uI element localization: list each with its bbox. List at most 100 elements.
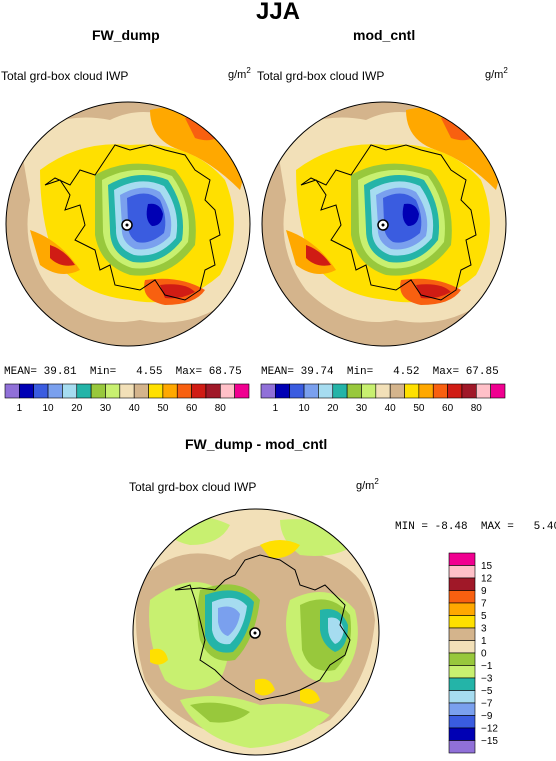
legend-2-swatch xyxy=(404,383,420,399)
panel-1-title: FW_dump xyxy=(92,27,160,43)
legend-2-swatch xyxy=(461,383,477,399)
legend-2-swatch xyxy=(418,383,434,399)
legend-2-swatch xyxy=(275,383,291,399)
legend-1-swatch xyxy=(119,383,135,399)
legend-1-swatch xyxy=(33,383,49,399)
legend-2-swatch xyxy=(375,383,391,399)
legend-3-tick-label: 0 xyxy=(481,649,487,660)
legend-3-swatch xyxy=(448,615,476,629)
legend-2-swatch xyxy=(346,383,362,399)
legend-3-tick-label: −3 xyxy=(481,674,493,685)
panel-3-stats: MIN = -8.48 MAX = 5.40 xyxy=(395,521,556,533)
legend-1-swatch xyxy=(176,383,192,399)
legend-1-swatch xyxy=(76,383,92,399)
panel-2-max-label: Max= xyxy=(432,366,460,378)
panel-3-min-label: MIN = xyxy=(395,521,429,533)
panel-1-min-value: 4.55 xyxy=(136,366,163,378)
panel-2-label: Total grd-box cloud IWP xyxy=(257,69,385,83)
legend-3-tick-label: 1 xyxy=(481,636,487,647)
map-1-coastline xyxy=(44,144,221,301)
map-3 xyxy=(133,509,379,755)
legend-3-tick-label: −5 xyxy=(481,686,493,697)
legend-3-swatch xyxy=(448,702,476,716)
legend-2-tick-label: 1 xyxy=(273,403,279,414)
legend-3-swatch xyxy=(448,690,476,704)
legend-1-tick-label: 20 xyxy=(71,403,83,414)
legend-1-swatch xyxy=(47,383,63,399)
panel-3-label: Total grd-box cloud IWP xyxy=(129,480,257,494)
legend-3: 15 129 75 31 0−1 −3−5 −7−9 −12−15 xyxy=(448,552,498,754)
legend-1-swatch xyxy=(62,383,78,399)
map-3-border xyxy=(132,508,380,756)
legend-1-swatch xyxy=(234,383,250,399)
panel-1-label: Total grd-box cloud IWP xyxy=(1,69,129,83)
legend-2-tick-label: 80 xyxy=(471,403,483,414)
map-1-border xyxy=(5,101,251,347)
legend-3-swatch xyxy=(448,740,476,754)
legend-2-swatch xyxy=(447,383,463,399)
legend-2-swatch xyxy=(318,383,334,399)
legend-3-tick-label: −15 xyxy=(481,736,498,747)
legend-1-tick-label: 80 xyxy=(215,403,227,414)
panel-3-units: g/m2 xyxy=(356,477,379,492)
legend-3-swatch xyxy=(448,727,476,741)
legend-3-swatch xyxy=(448,552,476,566)
legend-2-tick-label: 40 xyxy=(385,403,397,414)
legend-1-tick-label: 30 xyxy=(100,403,112,414)
legend-3-tick-label: −9 xyxy=(481,711,493,722)
legend-1-tick-label: 1 xyxy=(17,403,23,414)
legend-3-swatch xyxy=(448,640,476,654)
map-2-coastline xyxy=(300,144,477,301)
legend-2-swatch xyxy=(332,383,348,399)
legend-3-swatch xyxy=(448,627,476,641)
legend-2-swatch xyxy=(475,383,491,399)
panel-2-mean-value: 39.74 xyxy=(300,366,334,378)
legend-3-swatch xyxy=(448,590,476,604)
legend-3-tick-label: 5 xyxy=(481,611,487,622)
legend-1-swatch xyxy=(90,383,106,399)
legend-1-swatch xyxy=(4,383,20,399)
legend-3-swatch xyxy=(448,665,476,679)
legend-1-tick-label: 10 xyxy=(42,403,54,414)
legend-2-swatch xyxy=(289,383,305,399)
legend-3-swatch xyxy=(448,565,476,579)
legend-3-tick-label: −7 xyxy=(481,699,493,710)
legend-3-tick-label: −12 xyxy=(481,724,498,735)
legend-1-swatch xyxy=(219,383,235,399)
panel-2-units: g/m2 xyxy=(485,66,508,81)
legend-1: 1 10 20 30 40 50 60 80 xyxy=(4,383,250,414)
map-3-coastline xyxy=(174,554,351,701)
panel-2-stats: MEAN= 39.74 Min= 4.52 Max= 67.85 xyxy=(261,366,499,378)
legend-1-tick-label: 40 xyxy=(129,403,141,414)
legend-2-swatch xyxy=(432,383,448,399)
panel-2-mean-label: MEAN= xyxy=(261,366,295,378)
map-2-border xyxy=(261,101,507,347)
legend-2-tick-label: 10 xyxy=(298,403,310,414)
legend-3-tick-label: 12 xyxy=(481,574,493,585)
legend-3-tick-label: −1 xyxy=(481,661,493,672)
legend-3-swatch xyxy=(448,677,476,691)
panel-1-units: g/m2 xyxy=(228,66,251,81)
panel-2-max-value: 67.85 xyxy=(465,366,499,378)
legend-2-swatch xyxy=(260,383,276,399)
legend-3-swatch xyxy=(448,652,476,666)
panel-3-max-value: 5.40 xyxy=(533,521,556,533)
legend-1-swatch xyxy=(133,383,149,399)
legend-2: 1 10 20 30 40 50 60 80 xyxy=(260,383,506,414)
legend-2-tick-label: 20 xyxy=(327,403,339,414)
legend-3-swatch xyxy=(448,577,476,591)
panel-1-mean-value: 39.81 xyxy=(43,366,77,378)
panel-2-title: mod_cntl xyxy=(353,27,416,43)
legend-2-swatch xyxy=(490,383,506,399)
legend-2-tick-label: 60 xyxy=(442,403,454,414)
legend-2-swatch xyxy=(389,383,405,399)
panel-3-title: FW_dump - mod_cntl xyxy=(185,436,328,452)
legend-3-tick-label: 9 xyxy=(481,586,487,597)
legend-3-swatch xyxy=(448,715,476,729)
panel-1-stats: MEAN= 39.81 Min= 4.55 Max= 68.75 xyxy=(4,366,242,378)
legend-3-swatch xyxy=(448,602,476,616)
legend-3-tick-label: 15 xyxy=(481,561,493,572)
panel-3-min-value: -8.48 xyxy=(434,521,468,533)
panel-2-min-value: 4.52 xyxy=(393,366,420,378)
legend-3-tick-label: 7 xyxy=(481,599,487,610)
